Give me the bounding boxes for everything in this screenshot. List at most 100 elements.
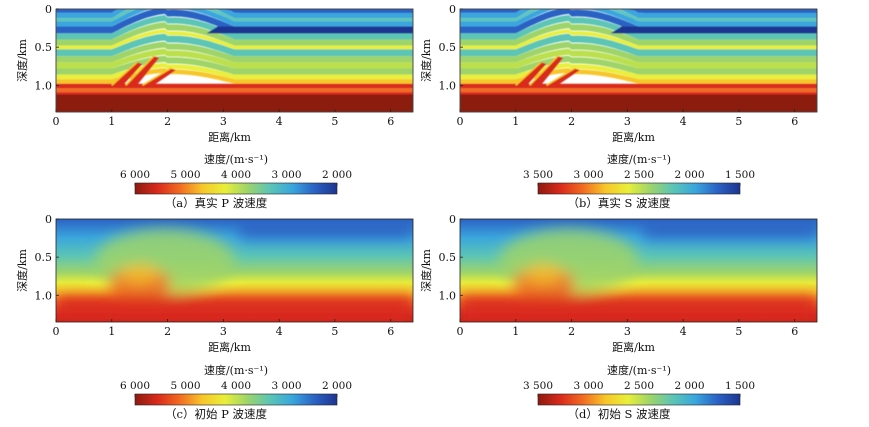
colorbar-tick-label: 3 500 xyxy=(523,380,553,392)
colorbar-tick-label: 2 000 xyxy=(674,169,704,181)
velocity-layer xyxy=(460,9,817,22)
velocity-layer xyxy=(460,83,817,89)
x-tick-label: 1 xyxy=(512,325,519,338)
x-tick-label: 1 xyxy=(108,115,115,128)
y-tick-label: 1.0 xyxy=(35,79,53,92)
colorbar-tick-label: 2 000 xyxy=(322,169,352,181)
thrust-wedge xyxy=(111,62,143,86)
velocity-layer xyxy=(460,14,817,40)
colorbar xyxy=(537,182,741,195)
y-tick-label: 1.0 xyxy=(35,289,53,302)
colorbar-tick-label: 2 500 xyxy=(624,380,654,392)
y-axis-label: 深度/km xyxy=(419,249,433,292)
x-tick-label: 5 xyxy=(331,115,338,128)
core-halo xyxy=(120,264,160,284)
wedge-edge xyxy=(546,67,575,86)
velocity-layer xyxy=(460,29,817,50)
y-axis-label: 深度/km xyxy=(419,39,433,82)
panel-d: 0 1 2 3 4 5 6 0 0.5 1.0 距离/km 深度/km 速度/(m·s⁻¹) 3 500 3… xyxy=(419,213,818,421)
x-tick-label: 1 xyxy=(108,325,115,338)
colorbar-tick-label: 2 000 xyxy=(322,380,352,392)
y-tick-label: 1.0 xyxy=(439,289,457,302)
shallow-low-velocity xyxy=(240,219,413,239)
colorbar-tick-label: 3 500 xyxy=(523,169,553,181)
colorbar-tick-label: 5 000 xyxy=(170,380,200,392)
velocity-layer xyxy=(460,9,817,19)
velocity-field xyxy=(56,9,413,112)
y-axis-label: 深度/km xyxy=(15,39,29,82)
colorbar-tick-label: 4 000 xyxy=(221,380,251,392)
velocity-layer xyxy=(56,29,413,50)
panel-caption: （d）初始 S 波速度 xyxy=(567,407,671,421)
x-tick-label: 5 xyxy=(735,115,742,128)
x-tick-label: 6 xyxy=(791,325,798,338)
x-tick-label: 4 xyxy=(276,325,283,338)
x-tick-label: 6 xyxy=(387,325,394,338)
colorbar-tick-label: 3 000 xyxy=(271,169,301,181)
colorbar-tick-label: 6 000 xyxy=(120,380,150,392)
x-tick-label: 5 xyxy=(735,325,742,338)
x-tick-label: 0 xyxy=(53,325,60,338)
x-tick-label: 2 xyxy=(164,325,171,338)
panel-caption: （c）初始 P 波速度 xyxy=(165,407,267,421)
colorbar-title: 速度/(m·s⁻¹) xyxy=(204,152,268,166)
colorbar-tick-label: 2 000 xyxy=(674,380,704,392)
colorbar-tick-label: 3 000 xyxy=(271,380,301,392)
x-axis-label: 距离/km xyxy=(208,340,251,354)
wedge-edge xyxy=(515,61,542,86)
velocity-layer xyxy=(56,88,413,93)
velocity-layer xyxy=(460,41,817,63)
thrust-wedge xyxy=(515,62,547,86)
velocity-layer xyxy=(460,88,817,93)
x-tick-label: 3 xyxy=(624,325,631,338)
wedge-edge xyxy=(111,61,138,86)
panel-c: 0 1 2 3 4 5 6 0 0.5 1.0 距离/km 深度/km 速度/(m·s⁻¹) 6 000 5… xyxy=(15,213,414,421)
colorbar-title: 速度/(m·s⁻¹) xyxy=(607,152,671,166)
velocity-layer xyxy=(460,94,817,112)
velocity-layer xyxy=(56,33,413,57)
velocity-layer xyxy=(56,14,413,40)
colorbar-tick-label: 3 000 xyxy=(573,169,603,181)
panel-caption: （b）真实 S 波速度 xyxy=(567,196,671,210)
x-tick-label: 3 xyxy=(624,115,631,128)
low-velocity-layer xyxy=(610,26,817,34)
x-tick-label: 6 xyxy=(387,115,394,128)
velocity-layer xyxy=(56,48,413,69)
y-tick-label: 0.5 xyxy=(35,41,53,54)
x-tick-label: 1 xyxy=(512,115,519,128)
velocity-layer xyxy=(460,55,817,75)
shallow-block xyxy=(223,9,413,13)
y-tick-label: 0 xyxy=(45,3,52,16)
y-tick-label: 1.0 xyxy=(439,79,457,92)
velocity-layer xyxy=(56,55,413,75)
x-tick-label: 0 xyxy=(457,115,464,128)
wedge-edge xyxy=(529,55,559,86)
colorbar xyxy=(134,393,338,406)
velocity-layer xyxy=(56,94,413,112)
panel-caption: （a）真实 P 波速度 xyxy=(165,196,268,210)
x-tick-label: 0 xyxy=(53,115,60,128)
y-tick-label: 0 xyxy=(449,213,456,226)
shallow-low-velocity xyxy=(644,219,817,239)
velocity-field xyxy=(460,219,817,322)
velocity-field xyxy=(460,9,817,112)
colorbar-title: 速度/(m·s⁻¹) xyxy=(204,363,268,377)
x-axis-label: 距离/km xyxy=(612,130,655,144)
x-tick-label: 2 xyxy=(568,325,575,338)
colorbar-title: 速度/(m·s⁻¹) xyxy=(607,363,671,377)
plot-frame xyxy=(459,218,818,323)
velocity-layer xyxy=(460,48,817,69)
x-tick-label: 5 xyxy=(331,325,338,338)
colorbar-tick-label: 3 000 xyxy=(573,380,603,392)
x-tick-label: 2 xyxy=(164,115,171,128)
wedge-edge xyxy=(142,67,171,86)
y-tick-label: 0 xyxy=(45,213,52,226)
colorbar-tick-label: 5 000 xyxy=(170,169,200,181)
plot-frame xyxy=(55,8,414,113)
velocity-layer xyxy=(460,9,817,27)
velocity-layer xyxy=(56,22,413,46)
velocity-layer xyxy=(56,41,413,63)
velocity-layer xyxy=(460,92,817,95)
x-tick-label: 2 xyxy=(568,115,575,128)
